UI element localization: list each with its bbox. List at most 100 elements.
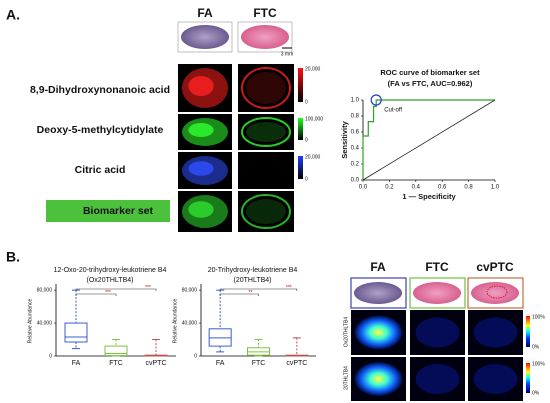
chart-subtitle: (Ox20THLTB4) (87, 277, 134, 284)
y-axis-label: Relative Abundance (172, 299, 178, 344)
colorbar (298, 156, 303, 179)
signal (241, 117, 291, 147)
colorbar (298, 68, 303, 102)
row-label: Citric acid (75, 164, 126, 176)
x-tick-label: FA (72, 360, 81, 367)
he-tissue (241, 25, 289, 49)
panel-label: B. (6, 249, 20, 265)
column-label: FTC (253, 6, 277, 20)
y-tick-label: 1.0 (351, 98, 360, 104)
annotation: Cut-off (384, 108, 402, 114)
signal (188, 76, 214, 96)
colorbar-label: 0% (532, 390, 540, 396)
signal (241, 194, 291, 229)
colorbar (526, 363, 530, 393)
he-tissue (354, 282, 402, 304)
x-axis-label: 1 — Specificity (402, 192, 456, 201)
sig-bracket (75, 293, 117, 296)
signal (188, 161, 214, 176)
he-tissue (181, 25, 229, 49)
row-label: 20THLTB4 (343, 366, 349, 390)
row-label: Biomarker set (83, 205, 154, 217)
signal (246, 122, 286, 142)
x-tick-label: FA (216, 360, 225, 367)
signal (354, 362, 403, 396)
chart-subtitle: (20THLTB4) (234, 277, 272, 284)
column-label: FA (370, 260, 386, 274)
he-tissue (413, 282, 461, 304)
x-tick-label: 0.6 (438, 185, 447, 191)
signal (415, 317, 460, 348)
ms-image (238, 114, 294, 150)
ms-image (238, 152, 294, 189)
ms-image (238, 191, 294, 232)
signal (415, 364, 460, 394)
signal (188, 123, 214, 137)
he-tissue (471, 282, 519, 304)
colorbar-label: 20,000 (305, 66, 321, 72)
highlight-box (46, 200, 170, 222)
box (104, 345, 128, 357)
x-tick-label: FTC (252, 360, 266, 367)
colorbar-label: 0 (305, 137, 308, 143)
y-tick-label: 0.2 (351, 162, 360, 168)
sig-label: *** (105, 290, 111, 296)
y-tick-label: 0 (49, 353, 52, 359)
x-tick-label: 0.4 (412, 185, 421, 191)
colorbar-label: 0 (305, 176, 308, 182)
signal (241, 67, 291, 109)
chart-subtitle: (FA vs FTC, AUC=0.962) (388, 79, 473, 88)
y-tick-label: 0.8 (351, 114, 360, 120)
roc-line (362, 99, 496, 181)
sig-bracket (219, 288, 298, 291)
y-tick-label: 0.0 (351, 178, 360, 184)
sig-bracket (219, 293, 259, 296)
x-tick-label: 0.2 (385, 185, 394, 191)
y-tick-label: 0.6 (351, 130, 360, 136)
row-label: Deoxy-5-methylcytidylate (37, 124, 164, 136)
x-tick-label: 0.8 (464, 185, 473, 191)
x-tick-label: FTC (109, 360, 123, 367)
y-tick-label: 0 (194, 353, 197, 359)
y-axis-label: Sensitivity (340, 120, 349, 158)
scale-bar-label: 3 mm (281, 51, 294, 57)
y-tick-label: 40,000 (37, 320, 53, 326)
x-tick-label: cvPTC (286, 360, 307, 367)
signal (473, 364, 518, 394)
roc-line (362, 99, 495, 180)
y-tick-label: 80,000 (37, 287, 53, 293)
colorbar-label: 100% (532, 361, 545, 367)
cutoff-marker (370, 94, 382, 106)
column-label: FA (197, 6, 213, 20)
y-axis-label: Relative Abundance (27, 299, 33, 344)
y-tick-label: 40,000 (182, 320, 198, 326)
sig-label: *** (145, 285, 151, 291)
x-tick-label: 0.0 (359, 185, 368, 191)
signal (473, 317, 518, 348)
colorbar-label: 0 (305, 99, 308, 105)
column-label: FTC (425, 260, 449, 274)
row-label: 8,9-Dihydroxynonanoic acid (30, 84, 170, 96)
colorbar (298, 118, 303, 140)
signal (354, 315, 403, 350)
signal (246, 199, 286, 224)
panel-label: A. (6, 7, 20, 23)
column-label: cvPTC (476, 260, 514, 274)
box (64, 322, 88, 343)
chart-title: 20-Trihydroxy-leukotriene B4 (208, 267, 298, 274)
tumor-outline (486, 285, 508, 299)
ms-image (238, 64, 294, 112)
x-tick-label: 1.0 (491, 185, 500, 191)
colorbar-label: 20,000 (305, 154, 321, 160)
colorbar-label: 0% (532, 344, 540, 350)
sig-bracket (75, 288, 157, 291)
chart-title: ROC curve of biomarker set (380, 68, 480, 77)
sig-label: *** (286, 285, 292, 291)
colorbar-label: 100% (532, 314, 545, 320)
y-tick-label: 80,000 (182, 287, 198, 293)
colorbar (526, 316, 530, 347)
signal (188, 201, 214, 218)
row-label: Ox20THLTB4 (343, 317, 349, 347)
signal (246, 72, 286, 104)
y-tick-label: 0.4 (351, 146, 360, 152)
